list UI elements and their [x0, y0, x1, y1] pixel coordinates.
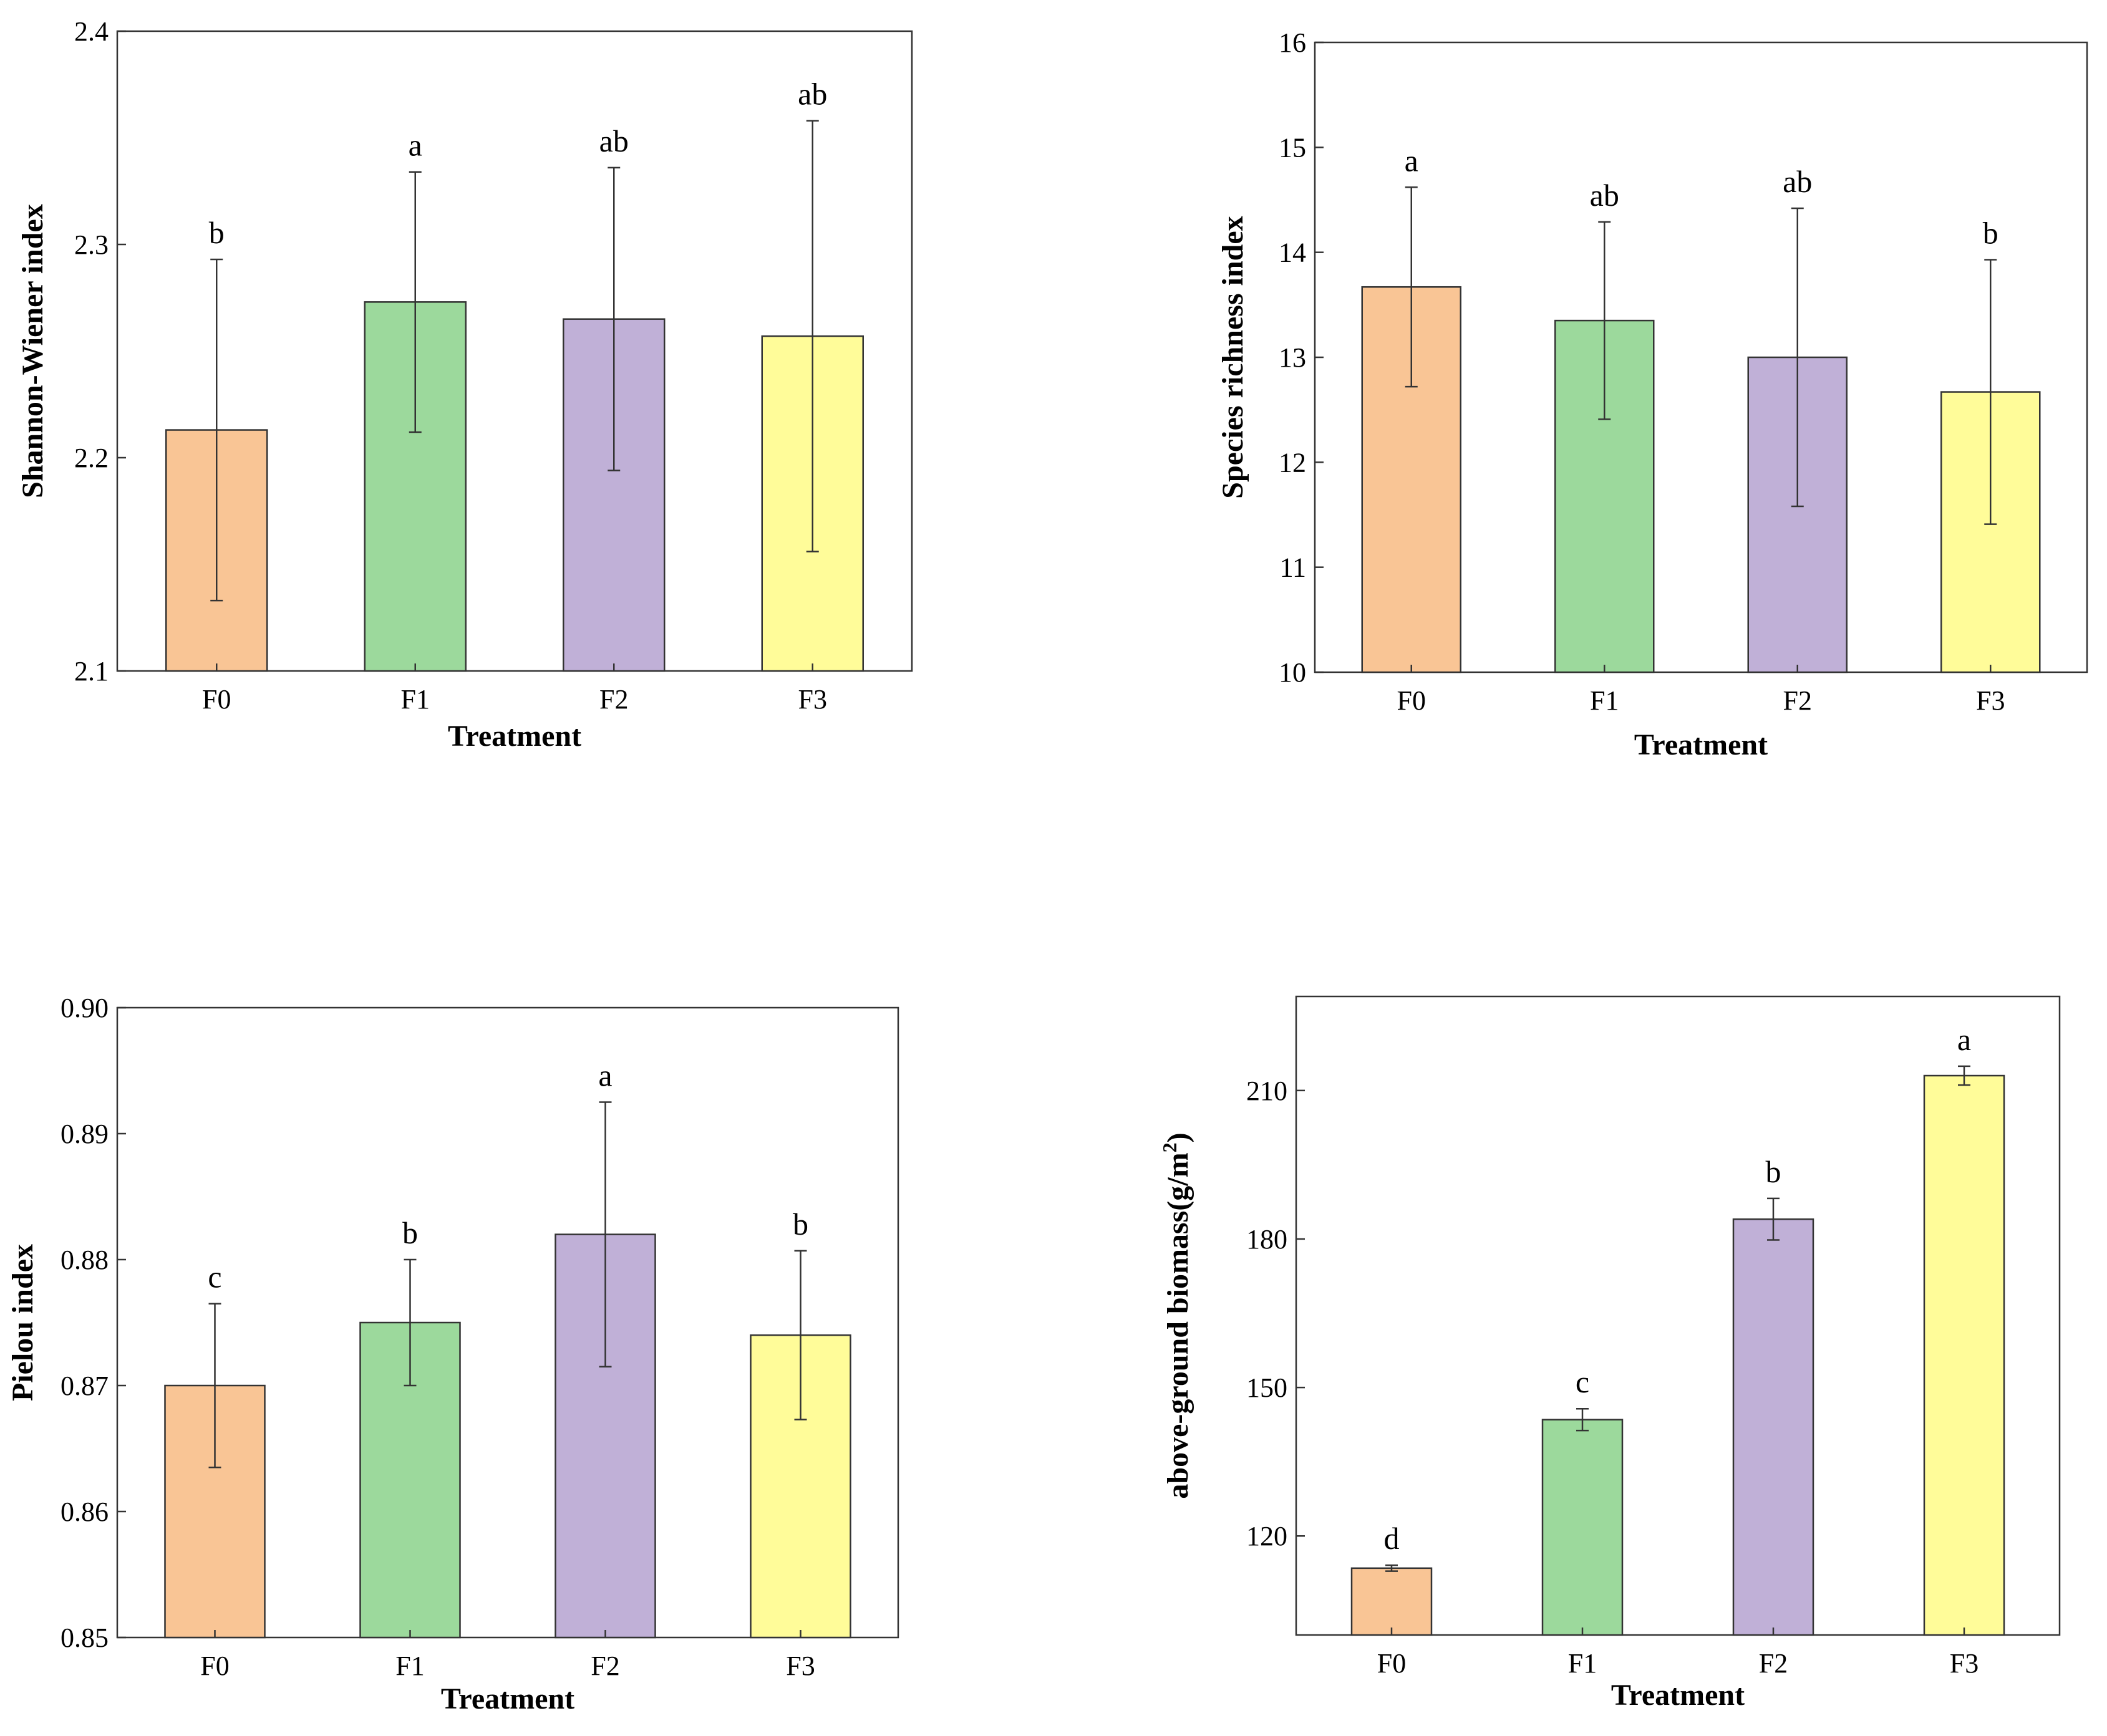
- significance-label-F0: d: [1384, 1521, 1400, 1556]
- plot-frame: [1295, 995, 2061, 1636]
- x-tick-label-F0: F0: [202, 684, 231, 715]
- significance-label-F3: b: [793, 1207, 808, 1242]
- y-tick-label: 13: [1279, 342, 1306, 373]
- significance-label-F3: a: [1957, 1022, 1971, 1057]
- y-tick-label: 2.4: [74, 16, 109, 47]
- chart-panel-bottom-right: 120 150 180 210 d F0 c F1 b F2 a F3 Treatment above-g…: [1158, 995, 2061, 1712]
- significance-label-F2: ab: [1783, 164, 1812, 199]
- y-tick-label: 120: [1246, 1521, 1287, 1551]
- y-tick-label: 11: [1280, 552, 1306, 583]
- significance-label-F2: a: [598, 1058, 612, 1093]
- x-tick-label-F1: F1: [395, 1651, 424, 1681]
- y-axis-title: above-ground biomass(g/m2): [1158, 1132, 1194, 1498]
- y-tick-label: 16: [1279, 27, 1306, 58]
- x-tick-label-F2: F2: [1759, 1648, 1788, 1679]
- bar-F2: [1732, 1218, 1814, 1636]
- y-tick-label: 10: [1279, 657, 1306, 688]
- significance-label-F2: b: [1766, 1154, 1781, 1189]
- plot-frame: [116, 30, 913, 672]
- y-tick-label: 0.85: [61, 1623, 109, 1653]
- significance-label-F3: b: [1983, 215, 1998, 250]
- y-axis-title-superscript: 2: [1158, 1142, 1181, 1152]
- y-tick-label: 0.89: [61, 1119, 109, 1149]
- y-tick-label: 14: [1279, 238, 1306, 268]
- significance-label-F0: c: [208, 1260, 221, 1295]
- x-tick-label-F3: F3: [786, 1651, 815, 1681]
- chart-panel-top-left: 2.1 2.2 2.3 2.4 b F0 a F1 ab F2 ab F3 Treatment Shann…: [16, 16, 913, 753]
- y-tick-label: 150: [1246, 1372, 1287, 1403]
- chart-panel-bottom-left: 0.85 0.86 0.87 0.88 0.89 0.90 c F0 b F1 a F2 b F3 Trea…: [6, 993, 899, 1715]
- x-axis-title: Treatment: [1611, 1679, 1745, 1712]
- significance-label-F1: ab: [1590, 178, 1619, 213]
- x-tick-label-F2: F2: [1783, 685, 1812, 716]
- x-tick-label-F2: F2: [599, 684, 628, 715]
- significance-label-F1: c: [1576, 1364, 1589, 1399]
- y-tick-label: 0.90: [61, 993, 109, 1023]
- y-axis-title-suffix: ): [1161, 1132, 1194, 1142]
- significance-label-F0: b: [209, 215, 225, 250]
- x-tick-label-F1: F1: [401, 684, 430, 715]
- bar-F1: [1541, 1419, 1624, 1636]
- y-tick-label: 0.87: [61, 1371, 109, 1401]
- y-axis-title: Shannon-Wiener index: [16, 204, 49, 498]
- y-tick-label: 2.3: [74, 229, 109, 260]
- significance-label-F1: a: [409, 128, 422, 163]
- x-axis-title: Treatment: [448, 720, 581, 753]
- x-axis-title: Treatment: [441, 1682, 574, 1715]
- bar-F0: [1350, 1567, 1433, 1636]
- bar-F3: [1923, 1074, 2005, 1636]
- y-tick-label: 0.88: [61, 1245, 109, 1275]
- y-axis-title: Species richness index: [1216, 216, 1249, 498]
- significance-label-F1: b: [402, 1215, 418, 1250]
- x-tick-label-F1: F1: [1568, 1648, 1597, 1679]
- y-tick-label: 2.1: [74, 656, 109, 687]
- y-tick-label: 12: [1279, 447, 1306, 478]
- y-axis-title: Pielou index: [6, 1244, 39, 1401]
- x-tick-label-F0: F0: [1397, 685, 1426, 716]
- x-tick-label-F3: F3: [798, 684, 827, 715]
- x-tick-label-F3: F3: [1976, 685, 2005, 716]
- y-tick-label: 210: [1246, 1076, 1287, 1106]
- x-tick-label-F0: F0: [200, 1651, 229, 1681]
- x-tick-label-F3: F3: [1950, 1648, 1979, 1679]
- significance-label-F2: ab: [599, 123, 629, 158]
- y-tick-label: 0.86: [61, 1497, 109, 1527]
- y-tick-label: 180: [1246, 1224, 1287, 1255]
- chart-panel-top-right: 10 11 12 13 14 15 16 a F0 ab F1 ab F2 b F3 Treatment Spe…: [1216, 27, 2088, 761]
- plot-frame: [116, 1006, 899, 1639]
- x-tick-label-F0: F0: [1377, 1648, 1406, 1679]
- x-axis-title: Treatment: [1634, 728, 1768, 761]
- x-tick-label-F1: F1: [1590, 685, 1619, 716]
- significance-label-F3: ab: [798, 77, 827, 112]
- significance-label-F0: a: [1405, 143, 1418, 178]
- y-tick-label: 15: [1279, 132, 1306, 163]
- x-tick-label-F2: F2: [591, 1651, 619, 1681]
- y-tick-label: 2.2: [74, 443, 109, 473]
